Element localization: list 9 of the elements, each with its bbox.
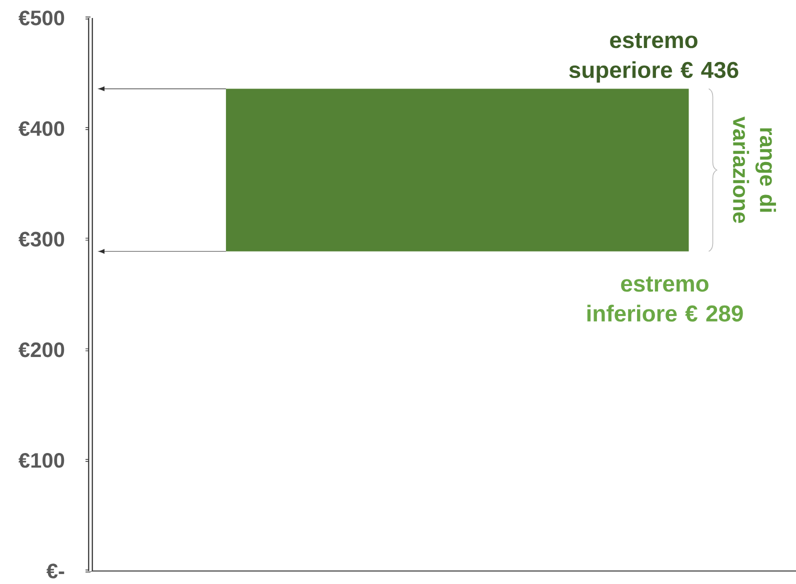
y-tick-label: €- [46,564,64,578]
y-tick-label: €500 [18,10,64,26]
y-tick-label: €200 [18,342,64,358]
text: range di variazione [732,116,776,223]
annotation: estremo superiore € 436 [569,32,738,83]
annotation: estremo inferiore € 289 [587,276,743,322]
y-tick-label: €400 [18,121,64,136]
y-tick-label: €300 [18,232,64,247]
y-tick-label: €100 [18,452,64,468]
